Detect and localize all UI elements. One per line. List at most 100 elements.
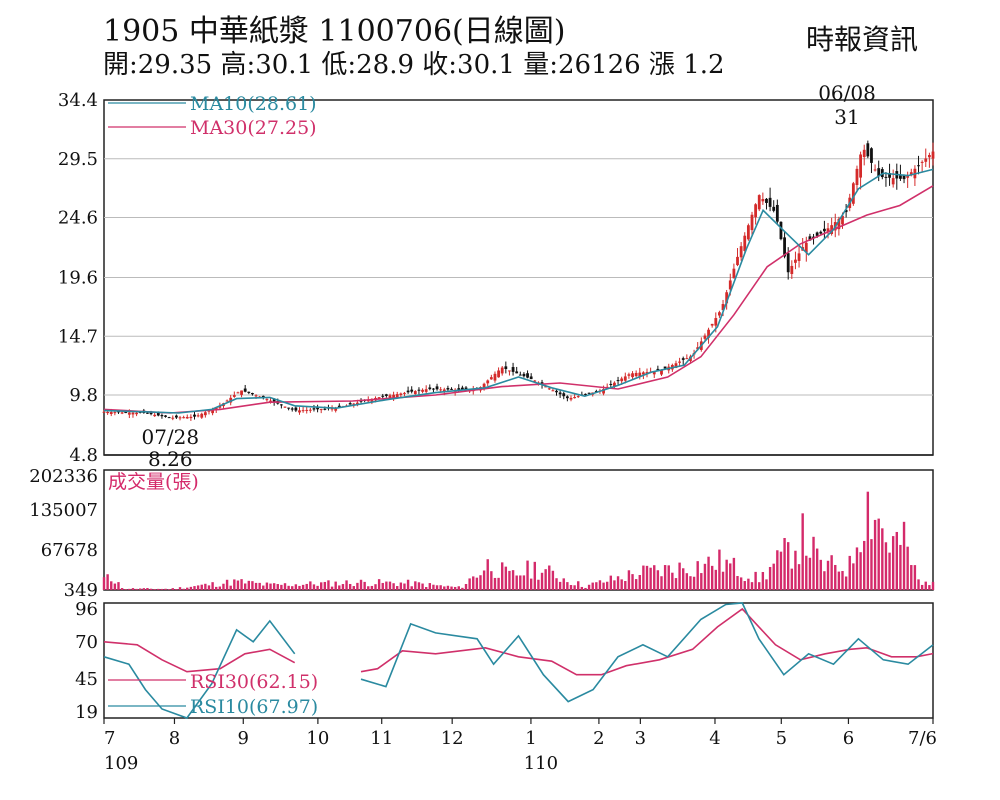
candle-body xyxy=(815,232,819,236)
volume-bar xyxy=(631,574,634,590)
candle-body xyxy=(851,183,855,204)
candle-body xyxy=(822,228,826,232)
candle-body xyxy=(870,148,873,163)
volume-bar xyxy=(605,581,609,590)
volume-bar xyxy=(211,582,214,590)
candle-body xyxy=(844,209,848,213)
volume-bar xyxy=(240,579,243,590)
volume-bar xyxy=(696,561,699,590)
candle-body xyxy=(395,394,399,398)
volume-title: 成交量(張) xyxy=(108,471,199,493)
volume-bar xyxy=(732,557,736,590)
candle-body xyxy=(403,392,406,394)
volume-tick-label: 349 xyxy=(64,580,98,601)
candle-body xyxy=(529,376,533,380)
volume-bar xyxy=(345,580,348,590)
volume-bar xyxy=(396,586,399,590)
volume-bar xyxy=(381,582,384,590)
volume-bar xyxy=(341,584,345,590)
candle-body xyxy=(109,412,113,415)
candle-body xyxy=(703,335,707,339)
candle-body xyxy=(786,253,790,273)
candle-body xyxy=(718,312,721,316)
volume-bar xyxy=(598,580,602,590)
candle-body xyxy=(214,407,218,410)
volume-bar xyxy=(682,568,685,590)
candle-body xyxy=(587,392,591,394)
candle-body xyxy=(623,376,627,381)
volume-bar xyxy=(417,582,421,590)
candle-body xyxy=(232,395,236,397)
candle-body xyxy=(417,389,421,391)
candle-body xyxy=(899,175,902,179)
volume-bar xyxy=(837,571,841,590)
volume-bar xyxy=(920,584,924,590)
candle-body xyxy=(873,169,877,171)
volume-bar xyxy=(667,565,670,590)
volume-bar xyxy=(410,586,413,590)
volume-bar xyxy=(131,588,135,590)
candle-body xyxy=(652,371,656,375)
volume-bar xyxy=(504,566,508,590)
volume-bar xyxy=(171,588,174,590)
volume-bar xyxy=(776,550,779,590)
volume-bar xyxy=(569,585,573,590)
candle-body xyxy=(779,221,783,240)
candle-body xyxy=(410,389,414,392)
volume-bar xyxy=(280,584,283,590)
volume-bar xyxy=(558,581,562,590)
volume-bar xyxy=(515,575,518,590)
candle-body xyxy=(917,165,920,167)
volume-bar xyxy=(613,580,616,590)
volume-bar xyxy=(522,575,526,590)
volume-bar xyxy=(548,565,551,590)
volume-bar xyxy=(761,572,765,590)
volume-bar xyxy=(320,582,323,590)
volume-bar xyxy=(178,587,182,590)
candle-body xyxy=(555,390,558,393)
candle-body xyxy=(102,411,106,413)
volume-bar xyxy=(283,583,287,590)
volume-bar xyxy=(721,571,725,590)
volume-bar xyxy=(870,539,873,590)
candle-body xyxy=(765,198,768,203)
candle-body xyxy=(616,380,620,382)
volume-bar xyxy=(204,583,207,590)
month-tick-label: 1 xyxy=(525,728,536,749)
volume-bar xyxy=(830,555,833,590)
ma10-legend-label: MA10(28.61) xyxy=(190,93,317,115)
volume-bar xyxy=(403,583,406,590)
panel-frame xyxy=(103,469,934,591)
candle-body xyxy=(381,395,385,397)
low-annotation-date: 07/28 xyxy=(141,425,199,449)
candle-body xyxy=(117,411,120,413)
volume-bar xyxy=(443,586,446,590)
candle-body xyxy=(558,392,562,395)
volume-bar xyxy=(453,586,457,590)
volume-bar xyxy=(526,560,529,590)
candle-body xyxy=(826,228,830,232)
volume-bar xyxy=(428,583,432,590)
volume-bar xyxy=(490,571,493,590)
candle-body xyxy=(783,237,786,257)
volume-bar xyxy=(501,562,504,590)
candle-body xyxy=(450,388,453,390)
candle-body xyxy=(613,382,616,387)
candle-body xyxy=(348,403,352,405)
candle-body xyxy=(631,373,634,378)
volume-bar xyxy=(305,583,308,590)
volume-bar xyxy=(149,588,153,590)
month-tick-label: 12 xyxy=(441,728,464,749)
candle-body xyxy=(685,358,689,360)
volume-bar xyxy=(703,563,707,590)
volume-bar xyxy=(265,582,269,590)
volume-bar xyxy=(794,550,797,590)
candle-body xyxy=(171,417,175,419)
candle-body xyxy=(721,304,725,311)
candle-body xyxy=(486,380,490,384)
candle-body xyxy=(489,377,493,380)
candle-body xyxy=(547,388,551,390)
volume-bar xyxy=(243,583,247,590)
volume-tick-label: 202336 xyxy=(29,466,98,487)
volume-bar xyxy=(167,589,171,590)
